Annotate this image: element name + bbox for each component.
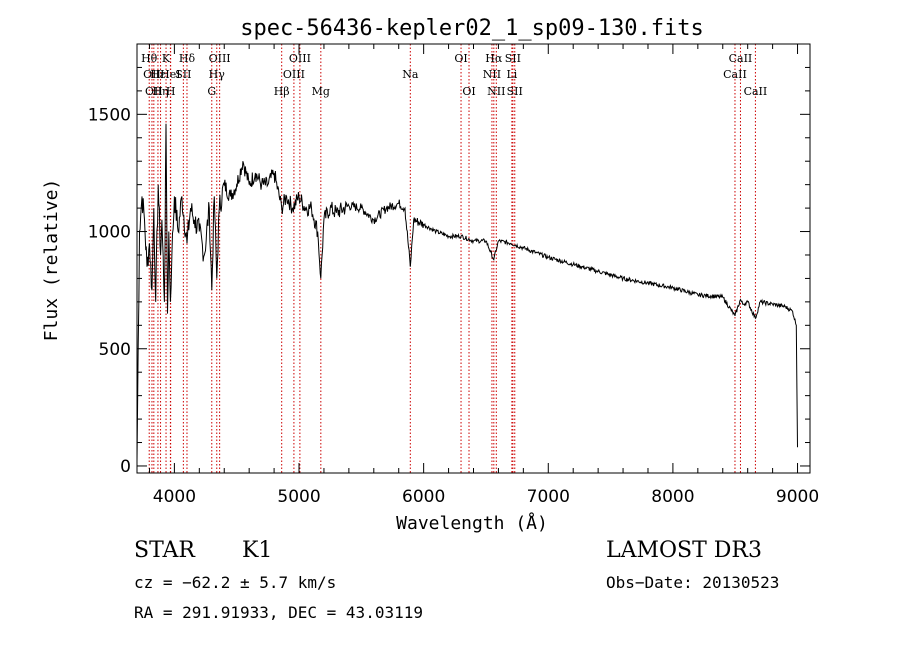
y-tick-label: 1000 (88, 223, 131, 243)
x-axis-ticks: 4000 5000 6000 7000 8000 9000 (148, 44, 819, 507)
spectral-line-label: G (207, 85, 216, 98)
redshift-value: cz = −62.2 ± 5.7 km/s (134, 573, 337, 592)
spectral-line-label: K (162, 52, 171, 65)
spectral-line-label: OII (145, 85, 163, 98)
spectral-line-label: Mg (312, 85, 330, 98)
spectral-line-label: CaII (729, 52, 753, 65)
spectral-line-label: NII (483, 68, 501, 81)
spectral-line-label: Hα (485, 52, 503, 65)
y-axis-label: Flux (relative) (41, 179, 62, 342)
x-tick-label: 8000 (651, 487, 694, 507)
spectral-line-labels: HθOIIOIIHεHηKHeIHSIIHδGHγOIIIHβOIIIOIIIM… (141, 52, 767, 98)
spectral-line-label: Hη (152, 85, 168, 98)
coordinates: RA = 291.91933, DEC = 43.03119 (134, 603, 423, 622)
spectral-line-label: H (166, 85, 176, 98)
spectral-line-label: SII (505, 52, 521, 65)
spectral-line-label: CaII (723, 68, 747, 81)
object-class: STAR (134, 538, 195, 563)
spectral-line-label: OI (454, 52, 467, 65)
x-tick-label: 7000 (527, 487, 570, 507)
y-tick-label: 1500 (88, 105, 131, 125)
spectral-line-label: NII (487, 85, 505, 98)
y-tick-label: 0 (120, 457, 131, 477)
y-axis-ticks: 0 500 1000 1500 (88, 66, 810, 477)
plot-frame (136, 43, 811, 474)
spectral-line-label: Hθ (141, 52, 158, 65)
spectral-line-label: Na (402, 68, 419, 81)
observation-date: Obs−Date: 20130523 (606, 573, 780, 592)
spectral-line-label: Hδ (179, 52, 196, 65)
flux-series-line (136, 123, 798, 462)
x-tick-label: 5000 (277, 487, 320, 507)
object-subclass: K1 (242, 538, 273, 563)
spectral-line-label: Hε (150, 68, 166, 81)
spectral-line-label: OIII (209, 52, 231, 65)
x-tick-label: 6000 (402, 487, 445, 507)
spectrum-chart: spec-56436-kepler02_1_sp09-130.fits Hθ OI… (41, 16, 819, 534)
spectral-line-label: Hβ (274, 85, 290, 98)
y-tick-label: 500 (99, 340, 131, 360)
spectral-line-label: OIII (283, 68, 305, 81)
spectral-line-label: OIII (289, 52, 311, 65)
spectral-line-label: SII (175, 68, 191, 81)
spectral-line-label: CaII (744, 85, 768, 98)
spectral-line-label: OI (462, 85, 475, 98)
spectral-line-label: SII (507, 85, 523, 98)
spectral-line-markers (148, 44, 756, 473)
survey-label: LAMOST DR3 (606, 538, 762, 563)
chart-title: spec-56436-kepler02_1_sp09-130.fits (240, 16, 704, 41)
x-tick-label: 4000 (153, 487, 196, 507)
x-tick-label: 9000 (776, 487, 819, 507)
spectral-line-label: Hγ (209, 68, 226, 81)
spectral-line-label: OII (143, 68, 161, 81)
spectral-line-label: HeI (160, 68, 180, 81)
spectral-line-label: Li (506, 68, 517, 81)
x-axis-label: Wavelength (Å) (396, 512, 548, 534)
